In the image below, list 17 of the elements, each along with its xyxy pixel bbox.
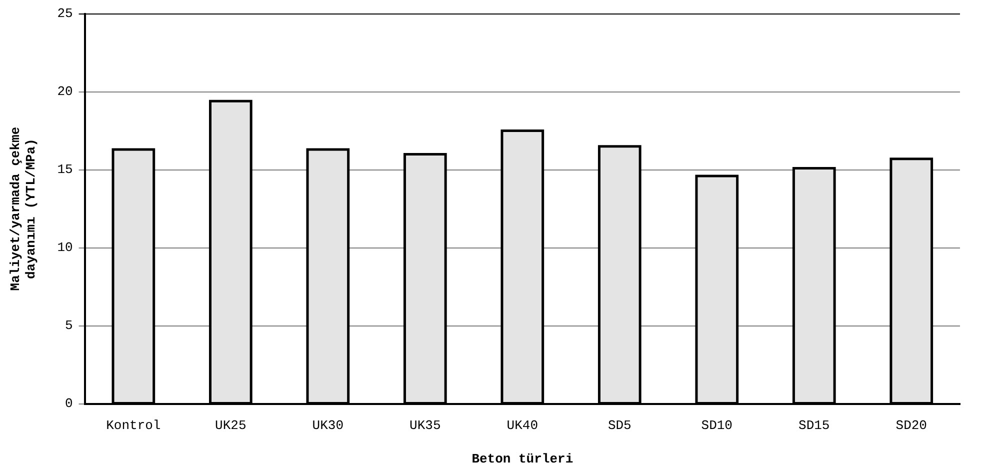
y-tick-label: 5 bbox=[64, 318, 73, 334]
x-tick-label: SD20 bbox=[896, 418, 927, 434]
y-tick-label: 15 bbox=[57, 162, 73, 178]
x-tick-label: UK40 bbox=[506, 418, 538, 434]
y-tick-label: 20 bbox=[57, 84, 73, 100]
y-axis-title: Maliyet/yarmada çekme dayanımı (YTL/MPa) bbox=[8, 126, 39, 291]
x-axis-title: Beton türleri bbox=[472, 451, 574, 466]
x-tick-label: Kontrol bbox=[106, 418, 161, 434]
x-tick-label: UK35 bbox=[410, 418, 441, 434]
x-tick-label: SD15 bbox=[798, 418, 830, 434]
x-tick-label: UK25 bbox=[215, 418, 246, 434]
y-tick-label: 25 bbox=[57, 6, 73, 22]
x-tick-label: UK30 bbox=[312, 418, 344, 434]
x-tick-label: SD10 bbox=[701, 418, 732, 434]
y-tick-label: 10 bbox=[57, 240, 73, 256]
y-tick-label: 0 bbox=[64, 396, 73, 412]
x-tick-label: SD5 bbox=[608, 418, 632, 434]
